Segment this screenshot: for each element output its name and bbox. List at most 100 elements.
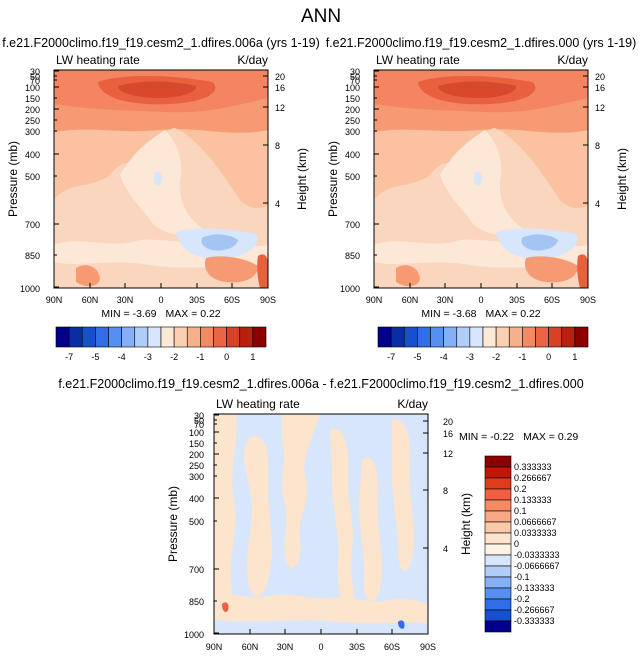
field-warm-lower (76, 256, 258, 287)
panel-3-minmax: MIN = -0.22 MAX = 0.29 (459, 431, 578, 443)
panel-3-height-tickmarks (423, 420, 428, 549)
panel-1-right-label: K/day (237, 53, 268, 67)
panel-3-height-ticks: 20 16 12 8 4 (443, 417, 453, 554)
cbar-diff-label: -0.0666667 (514, 561, 560, 571)
field-blue-spot (398, 620, 405, 629)
panel-2-x-tickmarks (409, 283, 553, 288)
ytick: 400 (345, 150, 360, 160)
cbar-diff-label: -0.2 (514, 594, 530, 604)
cbar-diff-swatch (484, 466, 512, 479)
xtick: 30S (349, 642, 365, 652)
ytick: 30 (30, 67, 40, 77)
colorbar-left: -7 -5 -4 -3 -2 -1 0 1 (55, 326, 267, 362)
ytick: 300 (345, 127, 360, 137)
cbar-left-tick-label: -3 (144, 352, 152, 362)
ytick: 150 (25, 94, 40, 104)
panel-2-x-ticks: 90N 60N 30N 0 30S 60S 90S (366, 295, 596, 305)
field-core-inner (438, 81, 517, 98)
ytick: 150 (189, 439, 204, 449)
htick: 8 (275, 141, 280, 151)
cbar-left-swatch (200, 326, 214, 348)
cbar-diff-swatch (484, 576, 512, 589)
cbar-left-swatch (134, 326, 149, 348)
ytick: 400 (189, 494, 204, 504)
field-pale-lobe (440, 130, 525, 236)
ytick: 300 (25, 127, 40, 137)
cbar-left-tick-label: 1 (250, 352, 255, 362)
field-cool-spot (474, 171, 482, 186)
ytick: 850 (345, 251, 360, 261)
cbar-right-swatch (561, 326, 576, 348)
xtick: 0 (478, 295, 483, 305)
cbar-right-swatch (535, 326, 549, 348)
field-warm-streak-4 (330, 428, 355, 616)
ytick: 70 (30, 76, 40, 86)
cbar-left-swatch (213, 326, 227, 348)
cbar-diff-swatch (484, 543, 512, 556)
panel-1-x-tickmarks (89, 283, 233, 288)
panel-1-case-title: f.e21.F2000climo.f19_f19.cesm2_1.dfires.… (2, 36, 320, 50)
ytick: 500 (25, 172, 40, 182)
cbar-left-swatch (147, 326, 162, 348)
cbar-diff-swatch (484, 488, 512, 501)
field-warm-edge (577, 254, 588, 288)
ytick: 70 (194, 420, 204, 430)
cbar-diff-swatch (484, 620, 512, 633)
cbar-left-tick-label: -4 (118, 352, 126, 362)
ytick: 200 (25, 105, 40, 115)
panel-1-left-label: LW heating rate (56, 53, 140, 67)
panel-case-2: f.e21.F2000climo.f19_f19.cesm2_1.dfires.… (326, 36, 637, 320)
panel-1-ylabel-right: Height (km) (295, 148, 309, 210)
panel-2-y-tickmarks (374, 70, 379, 288)
panel-1-y-ticks: 30 50 70 100 150 200 250 300 400 500 700… (20, 67, 40, 294)
xtick: 90N (46, 295, 63, 305)
cbar-left-tick-label: -1 (196, 352, 204, 362)
panel-2-case-title: f.e21.F2000climo.f19_f19.cesm2_1.dfires.… (326, 36, 637, 50)
cbar-diff-label: 0.2 (514, 484, 527, 494)
cbar-right-tick-label: -7 (387, 352, 395, 362)
cbar-left-tick-label: -5 (91, 352, 99, 362)
cbar-right-swatch (469, 326, 484, 348)
cbar-right-tick-label: -4 (440, 352, 448, 362)
cbar-left-swatch (68, 326, 83, 348)
ytick: 850 (25, 251, 40, 261)
cbar-diff-label: 0.266667 (514, 473, 552, 483)
xtick: 0 (158, 295, 163, 305)
cbar-left-tick-label: -2 (170, 352, 178, 362)
panel-1-x-ticks: 90N 60N 30N 0 30S 60S 90S (46, 295, 276, 305)
cbar-diff-label: -0.0333333 (514, 550, 560, 560)
htick: 8 (595, 141, 600, 151)
cbar-diff-label: 0.333333 (514, 462, 552, 472)
panel-1-field (54, 70, 268, 288)
panel-1-ylabel: Pressure (mb) (6, 141, 20, 217)
panel-3-left-label: LW heating rate (216, 397, 300, 411)
cbar-right-swatch (417, 326, 431, 348)
ytick: 250 (189, 461, 204, 471)
field-warm-lower (396, 256, 578, 287)
ytick: 1000 (20, 284, 40, 294)
field-warm-streak-6 (391, 419, 414, 571)
xtick: 60N (82, 295, 99, 305)
panel-3-ylabel-right: Height (km) (459, 493, 473, 555)
xtick: 60S (544, 295, 560, 305)
cbar-right-swatch (495, 326, 510, 348)
xtick: 60N (402, 295, 419, 305)
cbar-left-swatch (95, 326, 109, 348)
htick: 20 (595, 72, 605, 82)
cbar-diff-swatch (484, 565, 512, 578)
cbar-left-swatch (173, 326, 188, 348)
xtick: 90S (420, 642, 436, 652)
cbar-diff-label: 0.0666667 (514, 517, 557, 527)
xtick: 60S (384, 642, 400, 652)
panel-3-x-ticks: 90N 60N 30N 0 30S 60S 90S (206, 642, 436, 652)
field-warm-streak-2 (244, 436, 272, 597)
cbar-diff-swatch (484, 455, 512, 468)
ytick: 700 (25, 220, 40, 230)
field-warm-edge (257, 254, 268, 288)
panel-1-height-tickmarks (263, 75, 268, 204)
xtick: 90N (206, 642, 223, 652)
cbar-diff-swatch (484, 609, 512, 622)
ytick: 100 (189, 428, 204, 438)
cbar-diff-label: 0 (514, 539, 519, 549)
